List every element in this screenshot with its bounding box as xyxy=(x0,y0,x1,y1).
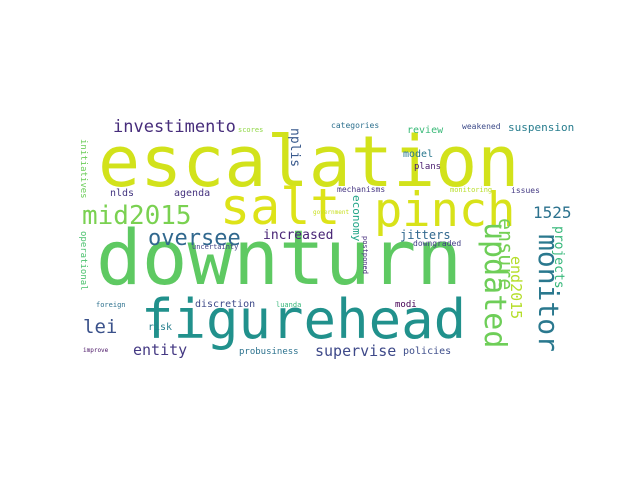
word-improve: improve xyxy=(83,347,109,354)
word-risk: risk xyxy=(148,322,173,333)
word-downgraded: downgraded xyxy=(413,239,462,248)
word-postponed: postponed xyxy=(361,236,369,274)
word-luanda: luanda xyxy=(276,301,302,309)
word-model: model xyxy=(403,149,434,160)
word-economy: economy xyxy=(350,195,363,242)
word-nplis: nplis xyxy=(287,128,302,168)
word-oversee: oversee xyxy=(148,226,241,251)
word-operational: operational xyxy=(78,231,88,291)
word-increased: increased xyxy=(263,228,334,243)
word-mechanisms: mechanisms xyxy=(337,185,386,194)
word-investimento: investimento xyxy=(113,117,236,137)
word-downturn: downturn xyxy=(96,213,463,302)
word-projects: projects xyxy=(551,226,566,289)
word-supervise: supervise xyxy=(315,342,397,360)
word-escalation: escalation xyxy=(98,121,520,203)
word-salt: salt xyxy=(220,178,341,236)
word-initiatives: initiatives xyxy=(78,139,88,199)
word-plans: plans xyxy=(414,162,442,172)
word-lei: lei xyxy=(83,316,118,338)
word-agenda: agenda xyxy=(174,188,211,199)
word-updated: updated xyxy=(477,222,512,349)
word-pinch: pinch xyxy=(374,183,516,238)
word-review: review xyxy=(407,125,444,136)
word-1525: 1525 xyxy=(533,203,572,222)
word-jitters: jitters xyxy=(400,228,451,242)
word-entity: entity xyxy=(133,341,188,359)
word-nlds: nlds xyxy=(110,188,135,199)
word-issues: issues xyxy=(511,186,540,195)
word-foreign: foreign xyxy=(96,301,126,309)
word-ensure: ensure xyxy=(494,218,518,291)
word-modi: modi xyxy=(395,300,417,310)
word-policies: policies xyxy=(403,346,452,357)
word-categories: categories xyxy=(331,121,380,130)
word-scores: scores xyxy=(238,126,264,134)
word-monitor: monitor xyxy=(532,234,565,353)
word-mid2015: mid2015 xyxy=(82,201,192,231)
word-probusiness: probusiness xyxy=(239,347,299,357)
word-end2015: end2015 xyxy=(507,256,525,320)
word-suspension: suspension xyxy=(508,121,575,134)
word-discretion: discretion xyxy=(195,299,256,310)
word-uncertainty: uncertainty xyxy=(192,243,239,251)
word-government: government xyxy=(313,209,350,216)
word-weakened: weakened xyxy=(462,122,501,131)
word-figurehead: figurehead xyxy=(141,288,467,351)
word-monitoring: monitoring xyxy=(450,186,493,194)
